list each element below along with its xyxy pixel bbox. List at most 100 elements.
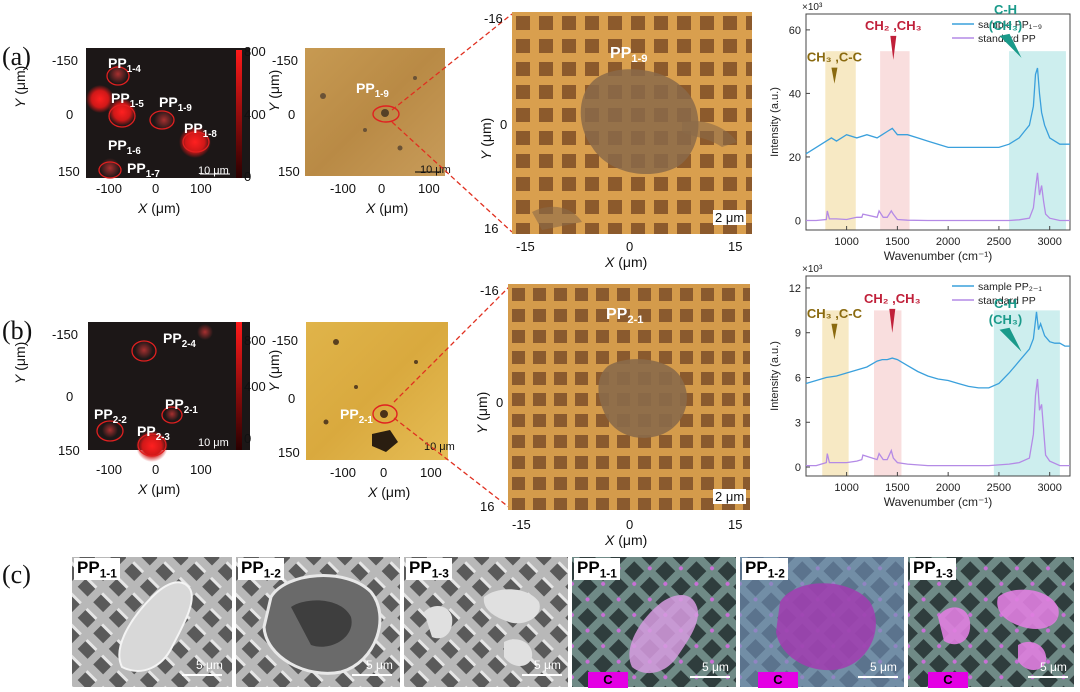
y-tick: 16 [480,499,495,514]
x-axis-label: X (μm) [366,200,409,216]
pp-label: PP1-9 [159,94,192,114]
y-axis-label: Y (μm) [266,69,282,112]
legend-label: sample PP₁₋₉ [978,19,1042,31]
colorbar-tick: 0 [244,431,252,446]
x-tick-label: 2500 [987,236,1011,248]
image-label: PP1-1 [574,558,620,581]
raman-spectrum-chart-a: 1000 1500 2000 2500 3000 0 20 40 60 ×10³ Wavenumbe… [769,2,1071,263]
y-axis-label: Y (μm) [12,341,28,384]
annotation-label: CH₃ ,C-C [807,306,863,321]
x-tick: 100 [190,462,212,477]
colorbar-tick: 0 [244,169,252,184]
optical-image-b [306,322,448,460]
y-tick-label: 0 [795,462,801,474]
y-tick-label: 40 [789,88,801,100]
x-axis-label: Wavenumber (cm⁻¹) [884,249,993,263]
annotation-arrow [831,323,838,340]
y-axis-label: Y (μm) [478,117,494,160]
x-tick-label: 1500 [885,236,909,248]
x-tick: 100 [420,465,442,480]
y-tick: 0 [288,107,296,122]
panel-label-b: (b) [2,316,33,345]
plot-frame [805,275,1071,477]
pp-label: PP2-1 [606,306,644,327]
y-tick-label: 0 [795,215,801,227]
highlight-band [880,51,910,231]
scale-bar-label: 2 μm [713,210,747,225]
scale-bar-label: 10 μm [198,437,229,449]
image-label: PP1-3 [406,558,452,581]
x-tick: 100 [418,181,440,196]
x-tick: -100 [330,465,357,480]
pp-label: PP1-6 [108,137,141,157]
afm-image-a [512,12,752,234]
x-axis-label: X (μm) [605,254,648,270]
highlight-band [993,310,1060,476]
y-tick-label: 60 [789,25,801,37]
series-line [805,67,1070,155]
y-axis-label: Y (μm) [12,65,28,108]
scale-bar-label: 10 μm [424,441,455,453]
afm-image-b [508,284,750,510]
annotation-label: C-H [994,2,1017,17]
eds-map-image [572,557,736,687]
x-tick: 100 [190,181,212,196]
annotation-label: CH₃ ,C-C [807,50,863,65]
annotation-arrow [831,67,838,84]
scale-bar-label: 10 μm [420,164,451,176]
y-axis-label: Y (μm) [474,391,490,434]
y-multiplier: ×10³ [802,264,823,275]
raman-map-a [40,44,272,220]
highlight-band [825,51,856,231]
annotation-label: (CH₃) [989,18,1022,33]
y-tick-label: 3 [795,417,801,429]
y-tick: 0 [288,391,296,406]
y-tick: 150 [278,445,300,460]
x-tick: 0 [626,517,634,532]
y-tick: -150 [52,53,79,68]
pp-label: PP2-2 [94,406,127,426]
x-tick: 15 [728,517,743,532]
x-tick: 0 [152,462,160,477]
highlight-band [874,310,902,476]
plot-frame [805,13,1071,231]
y-tick: 0 [66,107,74,122]
raman-spectrum-chart-b: 1000 1500 2000 2500 3000 0 3 6 9 12×10³ Wavenumber… [769,264,1071,509]
pp-label: PP2-1 [340,406,373,426]
x-tick: -15 [512,517,531,532]
y-tick: -150 [272,53,299,68]
pp-label: PP1-4 [108,55,141,75]
pp-label: PP1-9 [356,80,389,100]
y-tick-label: 12 [789,283,801,295]
element-badge: C [588,672,628,688]
zoom-lines-b [393,285,511,509]
y-tick: 0 [496,395,504,410]
x-tick-label: 1000 [834,482,858,494]
colorbar-tick: 800 [244,44,266,59]
y-tick-label: 20 [789,152,801,164]
scale-bar-label: 5 μm [1040,660,1067,674]
series-line [806,172,1070,222]
y-tick-label: 6 [795,372,801,384]
y-multiplier: ×10³ [802,2,823,13]
scale-bar-label: 5 μm [702,660,729,674]
annotation-arrow [890,35,897,60]
y-tick: 0 [500,117,508,132]
x-axis-label: X (μm) [138,481,181,497]
legend-label: standard PP [978,295,1036,307]
colorbar-tick: 400 [244,379,266,394]
x-tick-label: 1000 [834,236,858,248]
x-tick-label: 2500 [987,482,1011,494]
pp-label: PP1-8 [184,120,217,140]
panel-label-c: (c) [2,560,31,589]
scale-bar-label: 2 μm [713,489,747,504]
y-tick: 16 [484,221,499,236]
eds-map-image [740,557,904,687]
pp-label: PP2-1 [165,396,198,416]
x-tick-label: 1500 [885,482,909,494]
annotation-label: CH₂ ,CH₃ [865,18,922,33]
highlight-band [822,310,849,476]
y-tick: 150 [278,164,300,179]
y-tick: -150 [272,333,299,348]
x-axis-label: X (μm) [138,200,181,216]
